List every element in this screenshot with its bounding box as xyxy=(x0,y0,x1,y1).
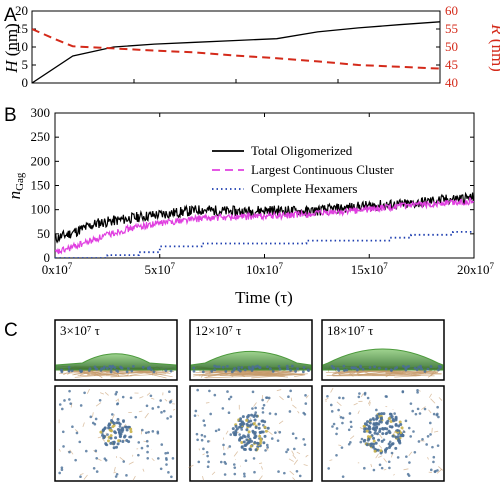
panel-a-height-line xyxy=(32,21,440,83)
panel-b-x-tick-label: 10x107 xyxy=(246,261,284,277)
panel-b-y-tick-label: 0 xyxy=(44,250,51,265)
panel-a-right-tick-label: 45 xyxy=(445,57,458,72)
panel-a-left-tick-label: 10 xyxy=(15,39,28,54)
panel-a-right-ylabel: R (nm) xyxy=(488,23,500,72)
panel-b-chart: 0 50 100 150 200 250 300 0x107 5x107 10x107 15x107… xyxy=(5,105,495,307)
snapshot-time-label: 12×10⁷ τ xyxy=(195,323,241,338)
panel-a-left-tick-label: 20 xyxy=(15,3,28,18)
snapshot-side-view: 12×10⁷ τ xyxy=(189,319,313,381)
panel-b-y-tick-label: 300 xyxy=(31,105,51,120)
panel-a-right-tick-label: 55 xyxy=(445,21,458,36)
membrane-bulge xyxy=(55,353,177,371)
panel-b-y-tick-label: 100 xyxy=(31,202,51,217)
panel-letter-c: C xyxy=(4,320,18,341)
panel-a-left-tick-label: 0 xyxy=(22,75,29,90)
snapshot-time-label: 18×10⁷ τ xyxy=(327,323,373,338)
panel-b-largest-cluster-line xyxy=(55,196,474,255)
panel-b-xlabel: Time (τ) xyxy=(235,288,293,307)
panel-b-total-oligomerized-line xyxy=(55,191,474,244)
legend-label: Complete Hexamers xyxy=(251,181,358,196)
panel-a-right-tick-label: 50 xyxy=(445,39,458,54)
panel-b-legend: Total Oligomerized Largest Continuous Clu… xyxy=(212,143,394,196)
panel-a-chart: 0 5 10 15 20 40 45 50 55 60 H (nm) R (nm) xyxy=(2,3,500,90)
snapshot-top-view xyxy=(54,385,178,482)
panel-a-left-ylabel: H (nm) xyxy=(2,23,21,74)
panel-a-left-tick-label: 5 xyxy=(22,57,29,72)
panel-a-frame xyxy=(31,10,441,84)
panel-a-right-tick-label: 40 xyxy=(445,75,458,90)
panel-a-radius-line xyxy=(32,28,440,70)
panel-a-right-tick-label: 60 xyxy=(445,3,458,18)
snapshot-top-view xyxy=(321,385,445,482)
panel-letter-b: B xyxy=(4,105,17,126)
panel-b-x-tick-label: 20x107 xyxy=(457,261,495,277)
panel-b-y-tick-label: 50 xyxy=(37,226,50,241)
snapshot-side-view: 18×10⁷ τ xyxy=(321,319,445,381)
panel-b-y-tick-label: 150 xyxy=(31,178,51,193)
panel-b-y-tick-label: 250 xyxy=(31,129,51,144)
snapshot-side-view: 3×10⁷ τ xyxy=(54,319,178,381)
panel-a-left-tick-label: 15 xyxy=(15,21,28,36)
panel-b-ylabel: nGag xyxy=(5,172,26,199)
membrane-bulge xyxy=(190,350,312,371)
membrane-bulge xyxy=(322,348,444,371)
panel-c-snapshots: 3×10⁷ τ 12×10⁷ τ 18×10⁷ τ xyxy=(54,319,445,482)
panel-letter-a: A xyxy=(4,5,17,26)
legend-label: Largest Continuous Cluster xyxy=(251,162,394,177)
panel-b-x-tick-label: 5x107 xyxy=(145,261,176,277)
snapshot-time-label: 3×10⁷ τ xyxy=(60,323,100,338)
panel-b-x-tick-label: 0x107 xyxy=(42,261,73,277)
panel-b-x-tick-label: 15x107 xyxy=(351,261,389,277)
snapshot-top-view xyxy=(188,385,313,482)
panel-b-complete-hexamers-line xyxy=(55,231,474,258)
panel-b-y-tick-label: 200 xyxy=(31,153,51,168)
legend-label: Total Oligomerized xyxy=(251,143,353,158)
